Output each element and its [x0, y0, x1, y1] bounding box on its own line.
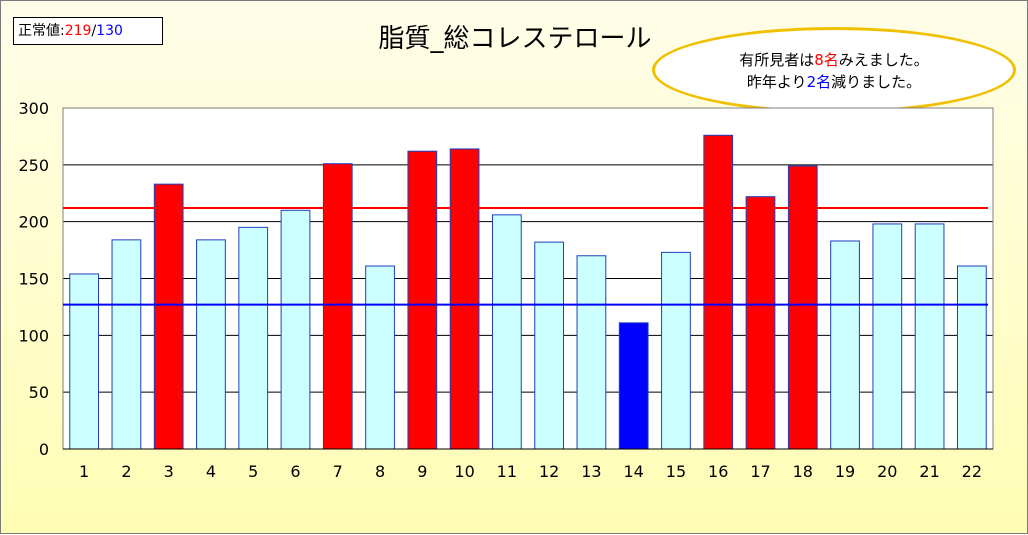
- bar: [196, 239, 226, 450]
- bar: [830, 240, 860, 450]
- callout-line-2: 昨年より2名減りました。: [655, 71, 1013, 93]
- callout-line-1: 有所見者は8名みえました。: [655, 49, 1013, 71]
- bar: [703, 134, 734, 450]
- normal-values-separator: /: [91, 23, 97, 39]
- bar: [872, 223, 903, 450]
- x-tick-label: 15: [666, 462, 686, 481]
- x-tick-label: 21: [919, 462, 939, 481]
- x-tick-label: 2: [121, 462, 131, 481]
- x-tick-label: 8: [375, 462, 385, 481]
- x-tick-label: 1: [79, 462, 89, 481]
- y-tick-label: 300: [18, 99, 49, 118]
- normal-high-value: 219: [64, 23, 92, 39]
- x-tick-label: 6: [290, 462, 300, 481]
- x-tick-label: 14: [624, 462, 644, 481]
- x-tick-label: 22: [962, 462, 982, 481]
- x-tick-label: 5: [248, 462, 258, 481]
- x-tick-label: 4: [206, 462, 216, 481]
- bar: [576, 255, 607, 450]
- y-tick-label: 200: [18, 213, 49, 232]
- bar: [365, 265, 395, 450]
- bar: [534, 241, 565, 450]
- y-tick-label: 50: [29, 383, 49, 402]
- callout-line2-post: 減りました。: [831, 73, 922, 91]
- bar: [69, 273, 100, 450]
- normal-low-value: 130: [96, 23, 123, 39]
- x-tick-label: 18: [793, 462, 813, 481]
- bar: [153, 183, 184, 450]
- x-tick-label: 12: [539, 462, 559, 481]
- x-tick-label: 3: [164, 462, 174, 481]
- x-tick-label: 7: [333, 462, 343, 481]
- bar: [745, 196, 776, 450]
- callout-line1-highlight: 8名: [814, 51, 839, 69]
- y-tick-label: 0: [39, 440, 49, 459]
- x-tick-label: 20: [877, 462, 897, 481]
- bar: [787, 165, 818, 450]
- normal-values-label: 正常値:: [18, 23, 65, 39]
- callout-line1-post: みえました。: [838, 51, 929, 69]
- x-tick-label: 10: [454, 462, 474, 481]
- chart-title: 脂質_総コレステロール: [378, 24, 652, 54]
- callout-line1-pre: 有所見者は: [739, 51, 815, 69]
- callout-line2-pre: 昨年より: [746, 73, 807, 91]
- bar: [111, 239, 142, 450]
- x-tick-label: 13: [581, 462, 601, 481]
- bar: [661, 251, 691, 450]
- y-tick-label: 100: [18, 326, 49, 345]
- bar: [956, 265, 987, 450]
- y-tick-label: 250: [18, 156, 49, 175]
- bar: [280, 209, 311, 450]
- x-tick-label: 16: [708, 462, 728, 481]
- bar: [491, 214, 522, 450]
- x-tick-label: 19: [835, 462, 855, 481]
- bar: [322, 163, 353, 450]
- y-tick-label: 150: [18, 270, 49, 289]
- normal-values-box: 正常値:219/130: [13, 17, 163, 45]
- bar: [618, 322, 649, 450]
- callout-line2-highlight: 2名: [806, 73, 832, 91]
- x-tick-label: 9: [417, 462, 427, 481]
- x-tick-label: 17: [750, 462, 770, 481]
- bar: [449, 148, 480, 450]
- bar: [407, 150, 438, 450]
- x-tick-label: 11: [497, 462, 517, 481]
- bar: [914, 223, 945, 450]
- bar: [238, 226, 269, 450]
